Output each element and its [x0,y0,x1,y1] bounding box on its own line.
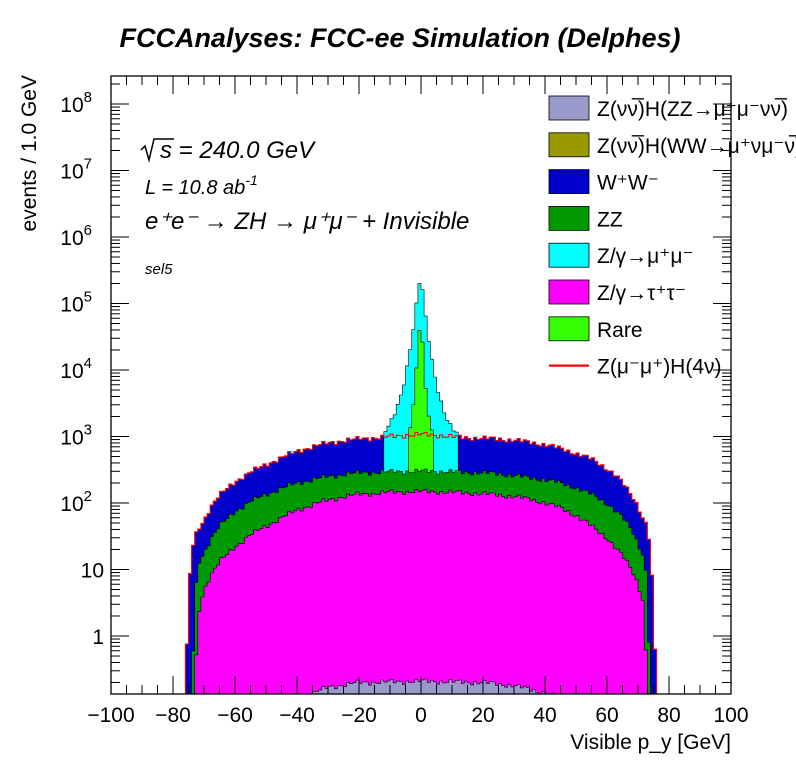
y-tick-label: 107 [60,156,92,184]
x-tick-label: 40 [533,704,556,727]
x-tick-label: 20 [471,704,494,727]
legend-swatch [548,169,590,195]
luminosity-text: L = 10.8 ab [145,177,245,199]
selection-annotation: sel5 [145,261,173,278]
legend-swatch [548,205,590,231]
legend-swatch [548,316,590,342]
y-tick-label: 103 [60,422,92,450]
y-tick-label: 10 [81,560,104,583]
stack-outlines [111,431,731,695]
x-tick-label: −60 [217,704,253,727]
luminosity-annotation: L = 10.8 ab-1 [145,172,258,199]
y-tick-label: 102 [60,488,92,516]
legend-swatch [548,242,590,268]
legend-label: W⁺W⁻ [597,172,659,195]
y-tick-label: 105 [60,289,92,317]
legend-swatch [548,95,590,121]
x-tick-label: 60 [595,704,618,727]
y-axis-label: events / 1.0 GeV [18,75,41,231]
y-tick-label: 104 [60,355,92,383]
legend-label: Z(νν̅)H(WW→μ⁺νμ⁻ν̅) [597,135,796,158]
series-fill-5 [111,488,731,695]
plot-area [110,75,732,695]
series-outline-signal [111,431,731,695]
legend-label: Z(νν̅)H(ZZ→μ⁺μ⁻νν̅) [597,98,788,121]
x-axis-label: Visible p_y [GeV] [570,731,731,754]
sqrt-sign [140,138,174,163]
x-tick-label: 80 [657,704,680,727]
legend-label: Z(μ⁻μ⁺)H(4ν) [597,356,722,379]
process-annotation: e⁺e⁻ → ZH → μ⁺μ⁻ + Invisible [145,208,469,235]
y-tick-label: 108 [60,89,92,117]
legend: Z(νν̅)H(ZZ→μ⁺μ⁻νν̅) Z(νν̅)H(WW→μ⁺νμ⁻ν̅) W⁺… [548,95,796,379]
x-tick-label: −40 [279,704,315,727]
x-tick-label: −20 [341,704,377,727]
axes: −100 −80 −60 −40 −20 0 20 40 60 80 100 1 10 102 103 104… [60,75,749,727]
legend-swatch [548,279,590,305]
legend-label: ZZ [597,208,623,231]
x-tick-label: −80 [155,704,191,727]
y-tick-label: 1 [92,626,104,649]
legend-label: Z/γ→μ⁺μ⁻ [597,245,694,268]
luminosity-exponent: -1 [245,172,257,188]
x-tick-label: −100 [87,704,134,727]
legend-label: Rare [597,319,643,342]
y-tick-label: 106 [60,222,92,250]
x-tick-label: 100 [713,704,748,727]
x-tick-label: 0 [415,704,427,727]
legend-swatch [548,132,590,158]
sqrt-s-text: s = 240.0 GeV [160,137,316,164]
chart-title: FCCAnalyses: FCC-ee Simulation (Delphes) [119,23,680,53]
annotations: s = 240.0 GeV L = 10.8 ab-1 e⁺e⁻ → ZH → … [140,137,469,278]
sqrt-s-annotation: s = 240.0 GeV [140,137,316,164]
legend-label: Z/γ→τ⁺τ⁻ [597,282,686,305]
